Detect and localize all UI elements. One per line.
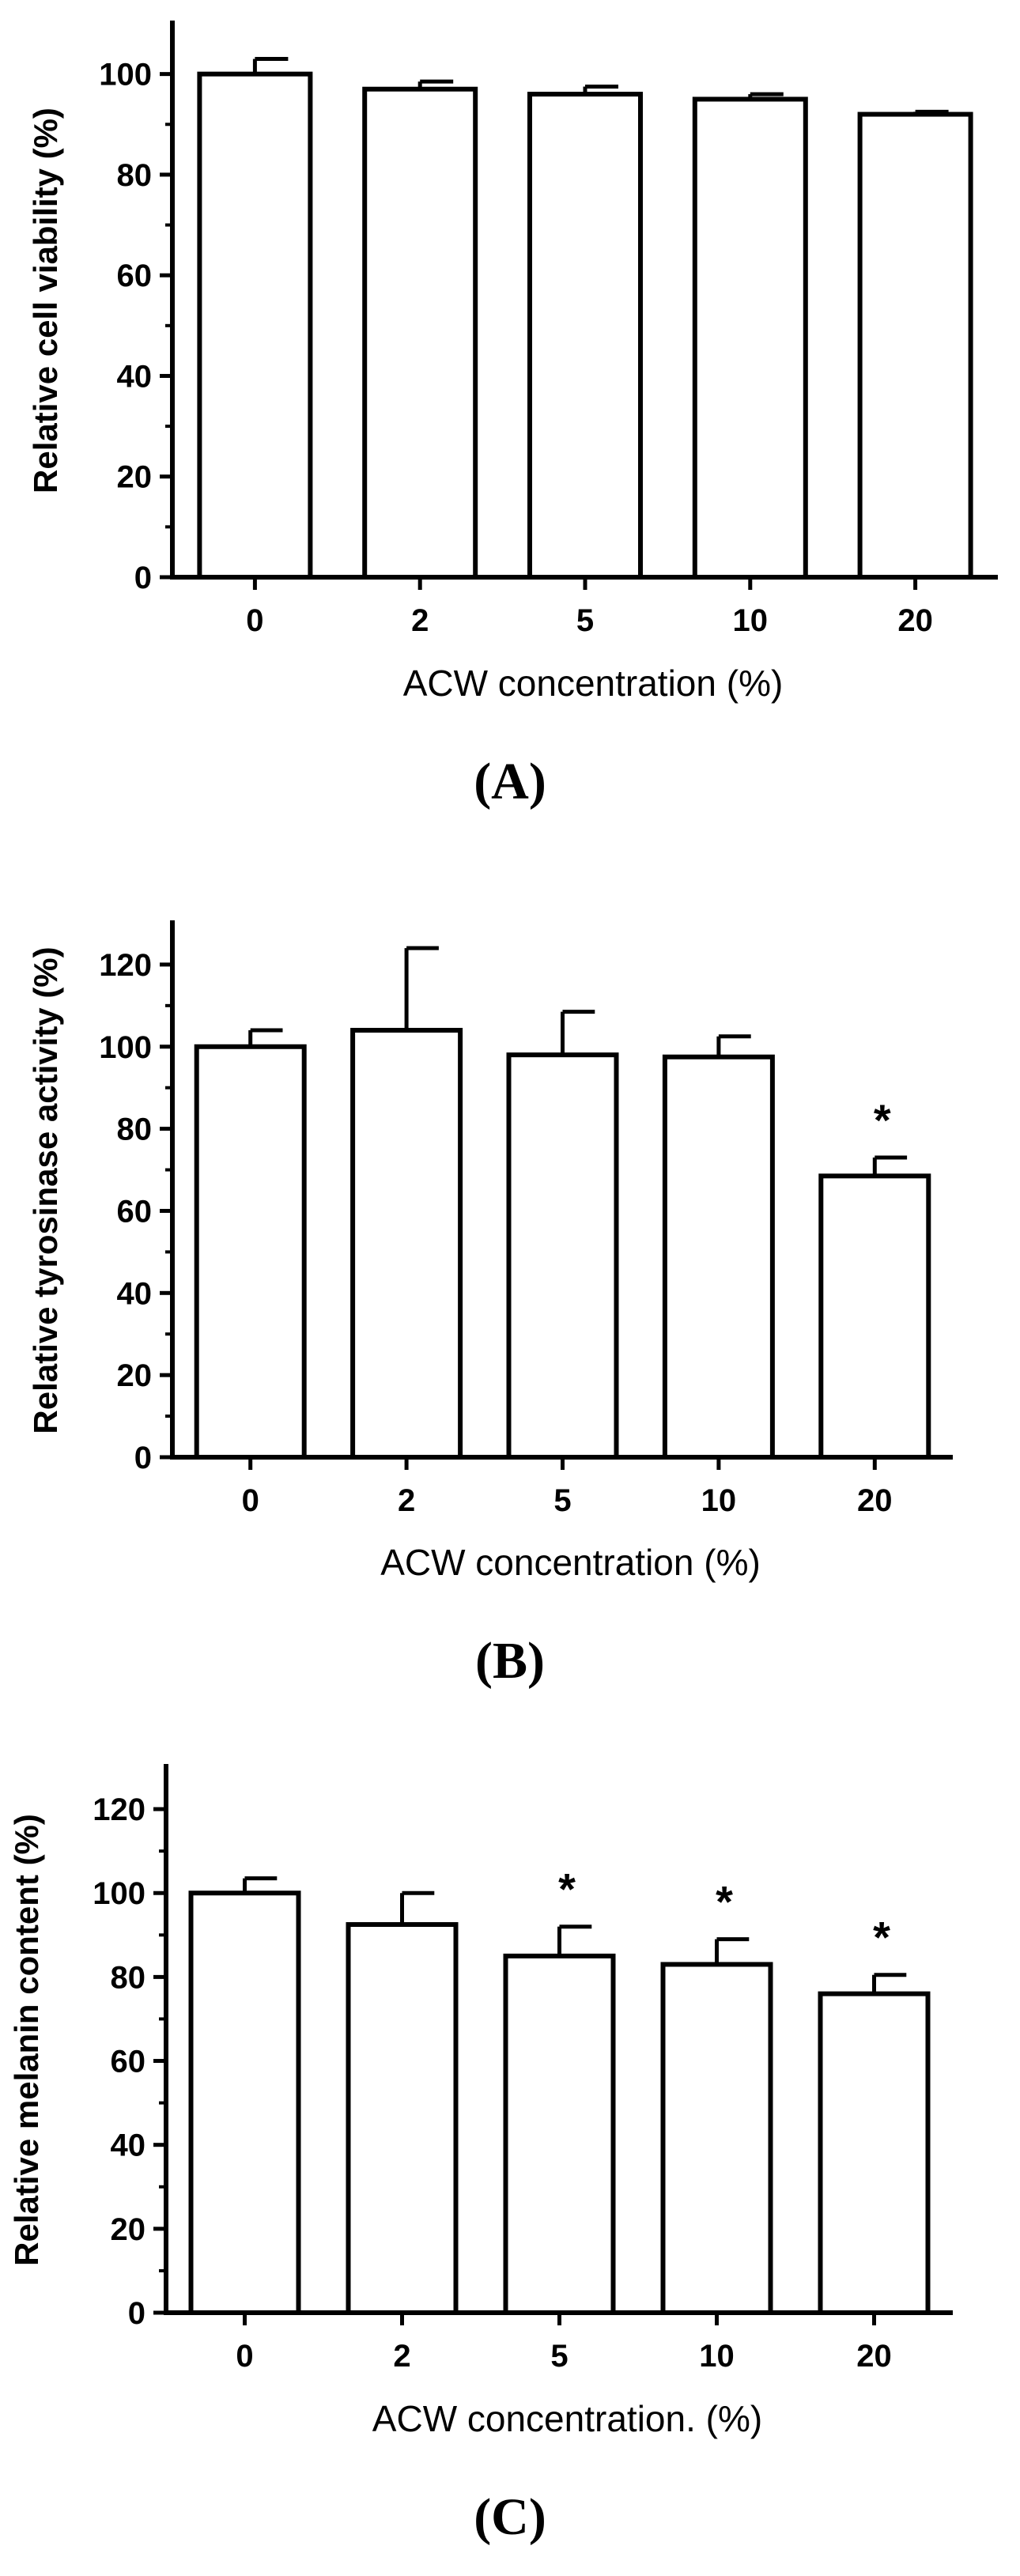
y-tick-label: 0 (134, 1441, 152, 1475)
y-tick-label: 40 (111, 2128, 146, 2163)
x-tick-label: 0 (242, 1483, 259, 1518)
bar-20 (818, 1173, 931, 1460)
x-tick-label: 2 (393, 2339, 410, 2374)
x-tick-label: 20 (897, 603, 933, 638)
y-tick-label: 120 (93, 1792, 145, 1827)
y-tick-label: 80 (117, 1112, 153, 1147)
bar-5 (503, 1953, 616, 2316)
y-tick-label: 80 (117, 158, 153, 193)
bar-10 (662, 1054, 775, 1460)
x-axis-label: ACW concentration (%) (380, 1542, 761, 1583)
y-axis-label: Relative melanin content (%) (8, 1814, 45, 2266)
y-tick-label: 100 (93, 1876, 145, 1911)
y-tick-label: 60 (111, 2045, 146, 2079)
y-tick-label: 80 (111, 1960, 146, 1995)
chart-panel-3: * * * 0 20 40 60 80 100 120 0 2 5 10 20 Relative melani… (8, 1764, 953, 2546)
panel-label: (C) (474, 2488, 546, 2546)
bar-5 (527, 92, 643, 580)
bar-20 (857, 111, 973, 580)
panel-label: (A) (474, 753, 546, 810)
x-tick-label: 10 (701, 1483, 737, 1518)
x-tick-label: 0 (236, 2339, 253, 2374)
x-tick-label: 2 (398, 1483, 415, 1518)
y-axis-label: Relative cell viability (%) (27, 108, 64, 493)
x-tick-label: 2 (411, 603, 429, 638)
y-tick-label: 20 (117, 1358, 153, 1393)
bar-10 (692, 96, 808, 580)
y-tick-label: 40 (117, 1276, 153, 1311)
y-tick-label: 20 (111, 2212, 146, 2247)
bar-0 (188, 1890, 301, 2315)
bar-20 (818, 1991, 931, 2316)
y-tick-label: 60 (117, 1194, 153, 1229)
x-tick-label: 5 (576, 603, 594, 638)
y-tick-label: 100 (99, 58, 152, 93)
y-tick-label: 20 (117, 460, 153, 495)
y-tick-label: 0 (128, 2296, 145, 2331)
y-tick-label: 120 (99, 948, 152, 983)
x-axis-label: ACW concentration (%) (403, 663, 784, 704)
chart-panel-1: 0 20 40 60 80 100 0 2 5 10 20 Relative cell viabili… (27, 21, 998, 810)
significance-mark: * (874, 1095, 891, 1145)
x-tick-label: 5 (553, 1483, 571, 1518)
bar-2 (362, 86, 478, 580)
bar-0 (194, 1044, 307, 1460)
significance-mark: * (558, 1864, 576, 1914)
bar-2 (346, 1922, 459, 2316)
significance-mark: * (873, 1913, 890, 1962)
bar-2 (350, 1028, 463, 1460)
chart-panel-2: * 0 20 40 60 80 100 120 0 2 5 10 20 Relative tyrosina… (27, 920, 953, 1690)
x-tick-label: 20 (857, 1483, 893, 1518)
y-tick-label: 60 (117, 259, 153, 293)
y-tick-label: 40 (117, 359, 153, 394)
y-axis-label: Relative tyrosinase activity (%) (27, 946, 64, 1433)
y-tick-label: 100 (99, 1030, 152, 1065)
x-tick-label: 0 (246, 603, 263, 638)
bar-0 (197, 71, 313, 580)
x-tick-label: 10 (699, 2339, 735, 2374)
x-tick-label: 10 (733, 603, 769, 638)
bar-5 (506, 1052, 619, 1460)
x-tick-label: 5 (550, 2339, 568, 2374)
panel-label: (B) (475, 1632, 545, 1690)
y-tick-label: 0 (134, 561, 152, 595)
x-tick-label: 20 (856, 2339, 892, 2374)
x-axis-label: ACW concentration. (%) (372, 2398, 762, 2439)
bar-10 (660, 1962, 773, 2315)
significance-mark: * (716, 1877, 733, 1927)
